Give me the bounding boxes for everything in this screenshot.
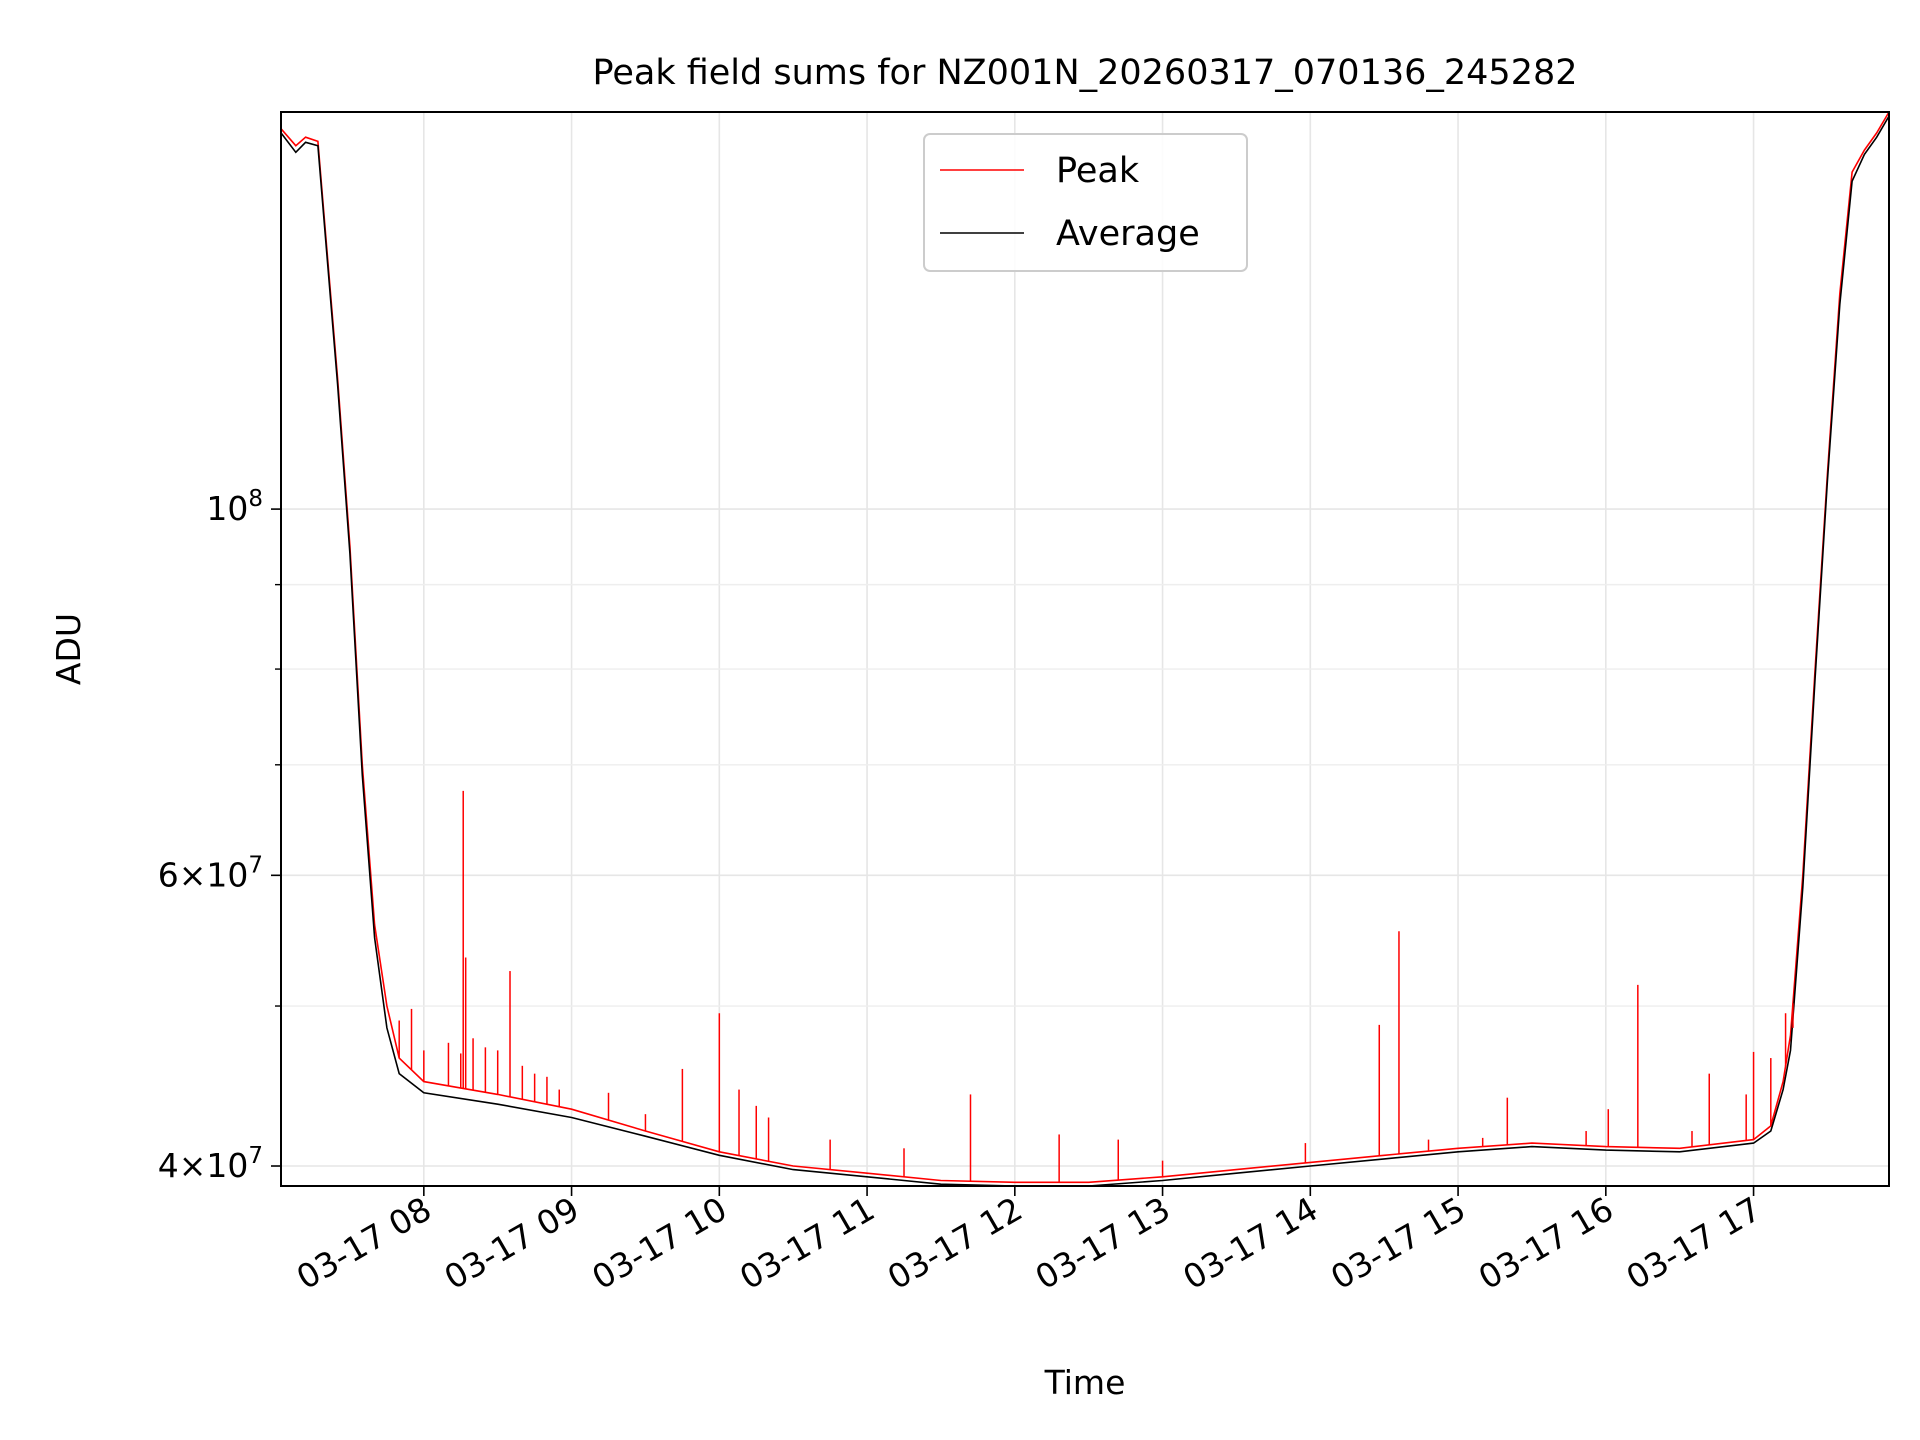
series-line-average — [280, 115, 1890, 1187]
plot-frame — [280, 111, 1890, 1187]
y-tick-label: 6×107 — [158, 852, 263, 894]
y-axis-label: ADU — [49, 613, 88, 685]
y-tick-label: 4×107 — [158, 1143, 263, 1185]
legend-label-peak: Peak — [1056, 151, 1140, 191]
y-tick-label: 108 — [206, 486, 263, 528]
chart-title: Peak field sums for NZ001N_20260317_0701… — [592, 53, 1577, 93]
grid — [281, 112, 1889, 1186]
x-axis-label: Time — [1044, 1363, 1126, 1402]
legend: Peak Average — [923, 133, 1248, 272]
plot-area — [280, 111, 1890, 1187]
legend-box — [923, 133, 1248, 272]
legend-label-average: Average — [1056, 214, 1200, 254]
